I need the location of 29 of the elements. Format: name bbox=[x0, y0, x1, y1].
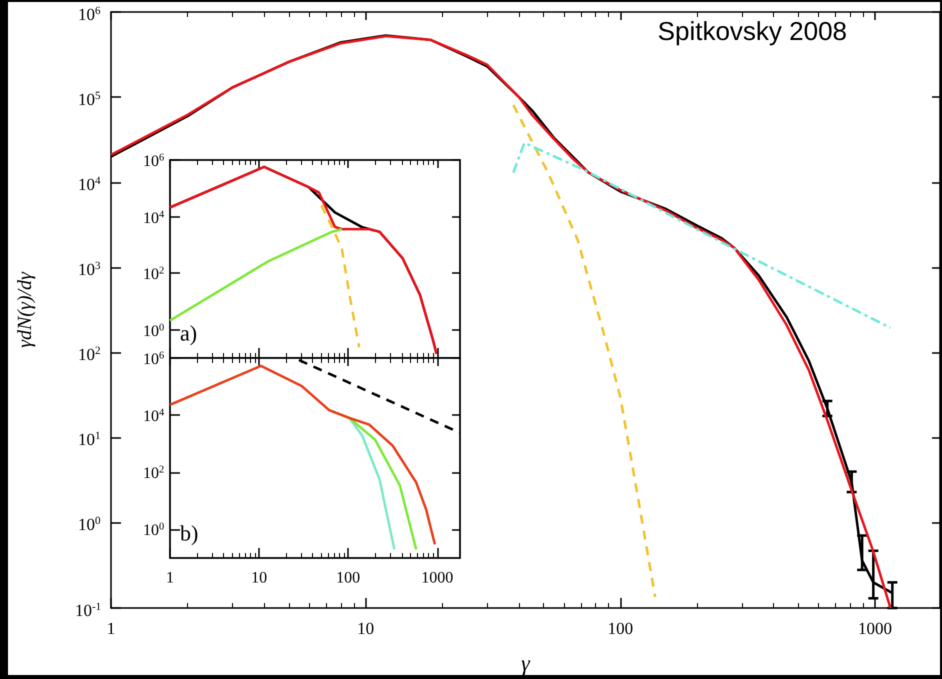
y-tick-label: 10$^{4}$ bbox=[143, 407, 164, 426]
y-tick-label: 10$^{5}$ bbox=[78, 90, 101, 109]
x-axis-title: γ bbox=[521, 650, 532, 676]
y-tick-label: 10$^{6}$ bbox=[143, 152, 164, 170]
y-tick-label: 10$^{4}$ bbox=[143, 208, 164, 227]
y-tick-label: 10$^{3}$ bbox=[78, 260, 101, 279]
x-tick-label: 100 bbox=[336, 570, 360, 586]
y-tick-label: 10$^{2}$ bbox=[78, 345, 101, 364]
x-tick-label: 1 bbox=[106, 619, 116, 638]
y-axis-title: γdN(γ)/dγ bbox=[14, 270, 36, 348]
y-tick-label: 10$^{0}$ bbox=[78, 515, 101, 534]
x-tick-label: 1000 bbox=[858, 619, 892, 638]
y-tick-label: 10$^{2}$ bbox=[143, 265, 164, 284]
y-tick-label: 10$^{0}$ bbox=[143, 522, 164, 540]
x-tick-label: 100 bbox=[608, 619, 634, 638]
y-tick-label: 10$^{6}$ bbox=[78, 4, 101, 24]
x-tick-label: 10 bbox=[251, 570, 268, 586]
y-tick-label: 10$^{6}$ bbox=[143, 350, 164, 368]
x-tick-label: 1000 bbox=[421, 570, 454, 586]
x-tick-label: 10 bbox=[357, 619, 374, 638]
x-tick-label: 1 bbox=[166, 570, 174, 586]
y-tick-label: 10$^{-1}$ bbox=[75, 600, 102, 620]
y-tick-label: 10$^{4}$ bbox=[78, 174, 101, 194]
annotation: Spitkovsky 2008 bbox=[658, 16, 848, 46]
annotation: b) bbox=[180, 520, 198, 546]
annotation: a) bbox=[180, 320, 198, 346]
y-tick-label: 10$^{0}$ bbox=[143, 322, 164, 340]
y-tick-label: 10$^{1}$ bbox=[78, 430, 101, 450]
y-tick-label: 10$^{2}$ bbox=[143, 464, 164, 482]
